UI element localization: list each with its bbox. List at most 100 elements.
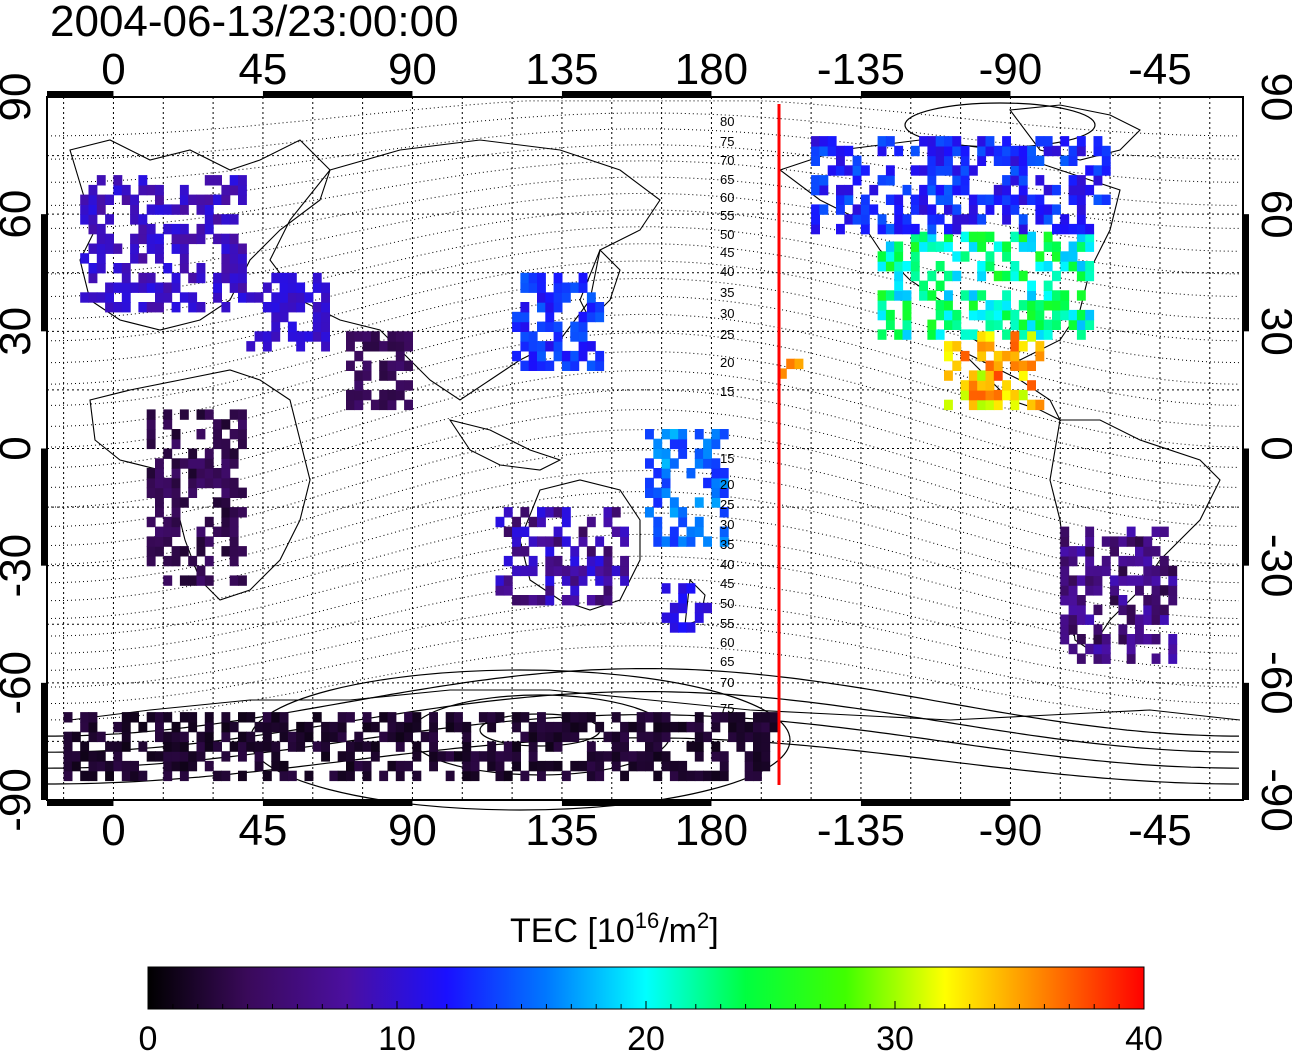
tec-cell-north-america: [1076, 309, 1086, 321]
tec-cell-canada: [993, 145, 1003, 157]
tec-cell-canada: [1027, 194, 1036, 205]
contour-line: [47, 243, 1240, 342]
tec-cell-south-america: [1085, 555, 1095, 567]
tec-cell-north-america: [927, 270, 937, 282]
tec-cell-europe: [80, 204, 90, 215]
tec-cell-antarctica: [337, 731, 347, 743]
tec-cell-antarctica: [620, 721, 629, 733]
tec-cell-south-america: [1151, 565, 1161, 577]
tec-cell-canada: [1085, 184, 1095, 196]
tec-cell-pacific-islands: [661, 448, 671, 459]
tec-cell-antarctica: [769, 721, 779, 733]
tec-cell-north-america: [935, 309, 945, 321]
tec-cell-europe: [196, 302, 206, 313]
tec-cell-pacific-islands: [686, 526, 696, 537]
tec-cell-new-zealand: [686, 583, 696, 594]
tec-cell-canada: [944, 136, 953, 147]
tec-cell-antarctica: [628, 721, 638, 733]
tec-cell-antarctica: [769, 712, 779, 723]
tec-cell-canada: [819, 145, 829, 157]
tec-cell-south-america: [1151, 585, 1161, 596]
tec-cell-antarctica: [462, 731, 472, 743]
tec-cell-canada: [927, 165, 937, 176]
tec-cell-gulf-mexico: [1002, 350, 1011, 362]
tec-cell-middle-asia: [321, 292, 330, 303]
coast-antarctica: [69, 689, 1241, 721]
tec-cell-antarctica: [404, 731, 413, 743]
tec-cell-canada: [952, 145, 962, 157]
tec-cell-north-america: [919, 241, 928, 252]
tec-cell-canada: [1076, 175, 1086, 186]
tec-cell-australia: [553, 536, 563, 547]
contour-label: 70: [720, 675, 734, 690]
tec-cell-australia: [495, 585, 505, 596]
tec-cell-europe: [196, 233, 206, 245]
tec-cell-antarctica: [570, 760, 580, 772]
contour-label: 20: [720, 355, 734, 370]
tec-cell-south-america: [1126, 536, 1136, 547]
tec-cell-antarctica: [603, 751, 613, 762]
tec-cell-europe: [221, 194, 231, 205]
tec-cell-antarctica: [545, 731, 555, 743]
contour-label: 75: [720, 701, 734, 716]
tec-cell-north-america: [944, 300, 953, 311]
tec-cell-north-america: [902, 290, 912, 301]
tec-cell-north-america: [885, 261, 895, 272]
tec-cell-antarctica: [420, 731, 430, 743]
tec-cell-europe: [138, 184, 148, 196]
tec-cell-north-america: [1027, 300, 1036, 311]
tec-cell-canada: [1068, 223, 1078, 235]
contour-label: 15: [720, 384, 734, 399]
tec-cell-canada: [952, 175, 962, 186]
contour-label: 40: [720, 557, 734, 572]
tec-cell-middle-asia: [312, 331, 322, 342]
tec-cell-antarctica: [146, 751, 156, 762]
tec-cell-antarctica: [179, 751, 189, 762]
tec-cell-antarctica: [80, 751, 90, 762]
tec-cell-africa: [171, 497, 181, 508]
axis-bar-left: [41, 448, 47, 566]
tec-cell-canada: [977, 214, 987, 225]
tec-cell-europe: [113, 243, 123, 254]
tec-cell-india: [387, 331, 397, 342]
tec-cell-north-america: [985, 261, 995, 272]
tec-cell-south-america: [1126, 614, 1136, 625]
tec-cell-canada: [811, 155, 820, 166]
tec-cell-south-america: [1068, 624, 1078, 635]
tec-cell-antarctica: [287, 741, 297, 752]
tec-cell-north-america: [1035, 251, 1045, 262]
tec-cell-canada: [1002, 175, 1011, 186]
tec-cell-africa: [204, 575, 214, 586]
tec-cell-antarctica: [395, 721, 405, 733]
tec-cell-canada: [885, 165, 895, 176]
tec-cell-north-america: [1052, 290, 1061, 301]
tec-cell-canada: [885, 223, 895, 235]
tec-cell-canada: [960, 145, 970, 157]
tec-cell-north-america: [1085, 270, 1095, 282]
tec-cell-north-america: [968, 329, 978, 340]
tec-cell-north-america: [968, 290, 978, 301]
tec-cell-africa: [146, 536, 156, 547]
tec-cell-north-america: [977, 261, 987, 272]
tec-cell-australia: [611, 526, 621, 537]
tec-cell-canada: [811, 184, 820, 196]
tec-cell-antarctica: [470, 770, 480, 782]
tec-cell-africa: [196, 458, 206, 469]
tec-cell-europe: [179, 194, 189, 205]
tec-cell-north-america: [927, 241, 937, 252]
tec-cell-antarctica: [312, 741, 322, 752]
bottom-lon-tick-label: 90: [388, 806, 437, 855]
tec-cell-antarctica: [429, 751, 438, 762]
tec-cell-india: [404, 399, 413, 411]
tec-cell-antarctica: [495, 751, 505, 762]
tec-cell-africa: [229, 429, 239, 440]
tec-cell-canada: [985, 145, 995, 157]
tec-cell-europe: [138, 282, 148, 293]
left-lat-tick-label: 30: [0, 307, 40, 356]
tec-cell-antarctica: [271, 741, 281, 752]
tec-cell-canada: [1018, 184, 1028, 196]
tec-cell-antarctica: [454, 712, 463, 723]
tec-cell-antarctica: [312, 712, 322, 723]
tec-cell-antarctica: [478, 751, 488, 762]
tec-cell-africa: [204, 477, 214, 489]
